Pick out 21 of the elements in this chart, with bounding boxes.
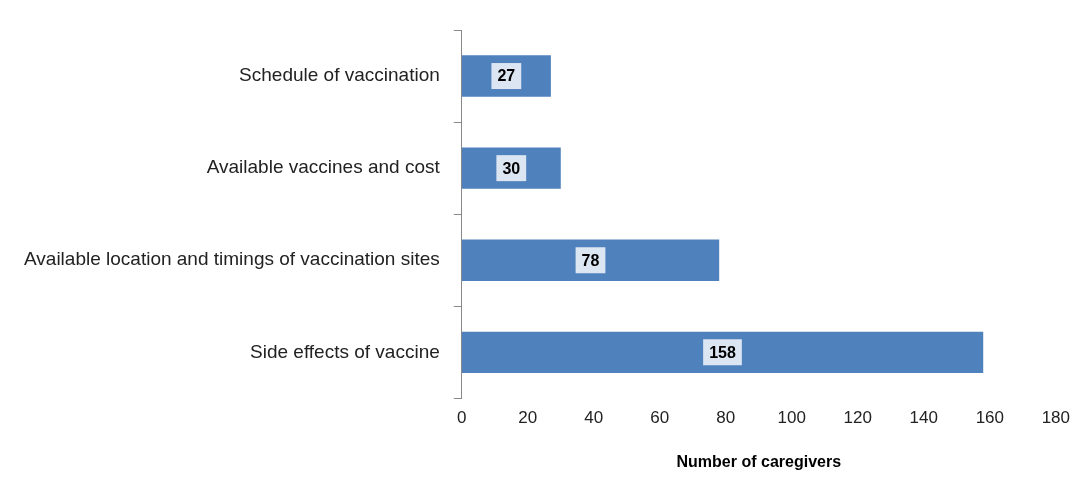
- data-label: 30: [502, 159, 521, 177]
- x-axis-title: Number of caregivers: [676, 452, 842, 470]
- x-tick-label: 40: [584, 408, 604, 428]
- data-label: 27: [497, 67, 516, 85]
- bar: [461, 331, 984, 374]
- y-tick-label: Schedule of vaccination: [239, 64, 440, 86]
- x-tick-label: 20: [518, 408, 538, 428]
- x-tick-label: 60: [650, 408, 670, 428]
- x-tick-label: 100: [777, 408, 806, 428]
- y-tick-label: Available vaccines and cost: [206, 156, 441, 178]
- x-tick-label: 140: [909, 408, 938, 428]
- data-label: 78: [581, 251, 600, 269]
- data-label: 158: [709, 343, 736, 361]
- x-tick-label: 160: [975, 408, 1004, 428]
- y-tick-label: Available location and timings of vaccination sites: [23, 248, 440, 270]
- x-tick-label: 80: [716, 408, 736, 428]
- x-tick-label: 0: [457, 408, 467, 428]
- y-tick-label: Side effects of vaccine: [250, 340, 440, 362]
- bar: [461, 239, 720, 281]
- x-tick-label: 120: [843, 408, 872, 428]
- x-tick-label: 180: [1041, 408, 1071, 428]
